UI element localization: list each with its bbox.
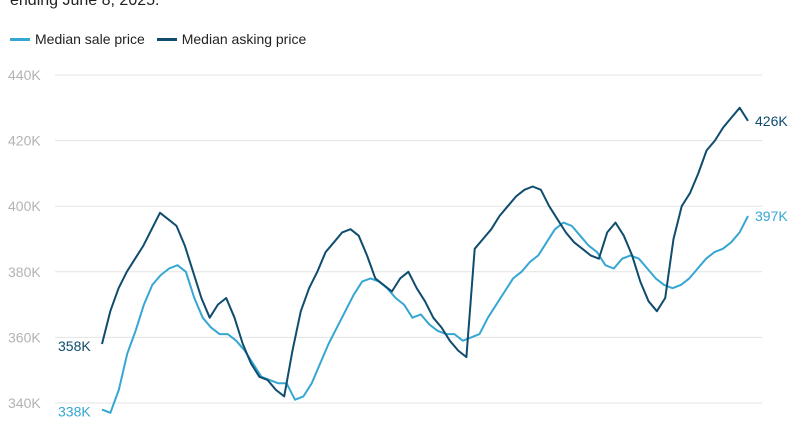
legend-item-asking: Median asking price (156, 31, 307, 47)
series-start-label-asking: 358K (58, 338, 91, 354)
grid-lines (55, 74, 762, 404)
y-axis-ticks: 340K 360K 380K 400K 420K 440K (8, 67, 41, 411)
y-tick-label: 340K (8, 395, 41, 411)
chart-subtitle: ending June 8, 2025. (10, 0, 160, 9)
chart-legend: Median sale price Median asking price (10, 31, 318, 47)
series-end-label-sale: 397K (755, 208, 788, 224)
series-lines (101, 106, 749, 414)
y-tick-label: 380K (8, 264, 41, 280)
series-line-asking (101, 106, 749, 398)
legend-label-asking: Median asking price (181, 31, 307, 47)
legend-label-sale: Median sale price (35, 31, 145, 47)
y-tick-label: 400K (8, 198, 41, 214)
legend-swatch-asking (156, 37, 177, 41)
series-end-labels: 338K 397K 358K 426K (58, 113, 788, 420)
y-tick-label: 360K (8, 329, 41, 345)
series-line-sale (101, 215, 749, 414)
series-start-label-sale: 338K (58, 404, 91, 420)
y-tick-label: 420K (8, 133, 41, 149)
y-tick-label: 440K (8, 67, 41, 83)
series-end-label-asking: 426K (755, 113, 788, 129)
legend-swatch-sale (10, 37, 30, 41)
legend-item-sale: Median sale price (10, 31, 145, 47)
